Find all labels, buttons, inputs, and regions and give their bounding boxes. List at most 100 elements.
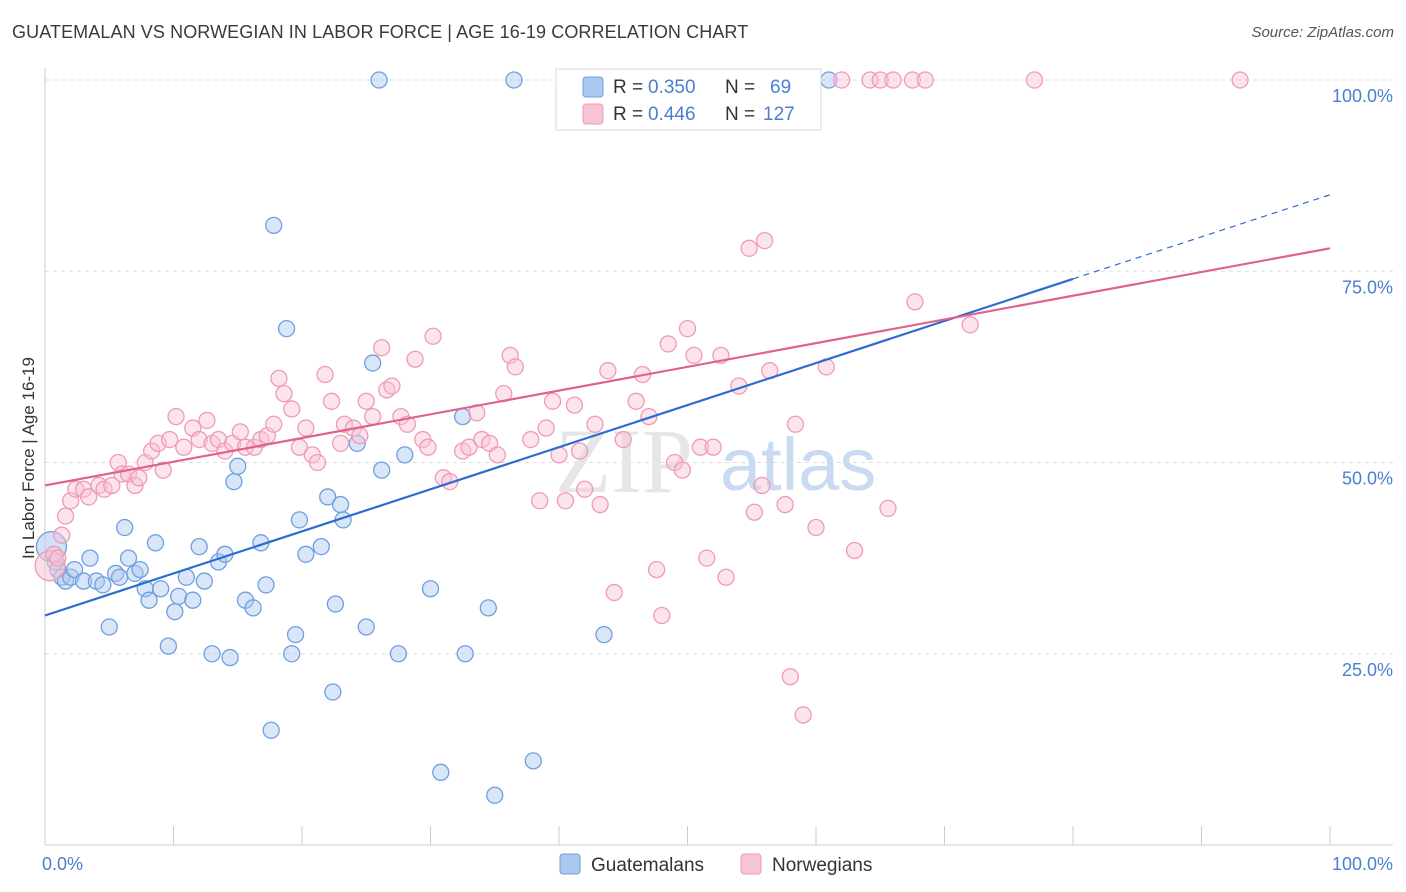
- norwegians-point: [154, 461, 172, 479]
- guatemalans-point: [74, 572, 93, 590]
- norwegians-point: [460, 438, 478, 456]
- norwegians-point: [167, 407, 185, 426]
- guatemalans-point: [453, 407, 472, 426]
- norwegian-n-value: 127: [763, 104, 795, 125]
- norwegians-point: [794, 706, 812, 724]
- legend-norwegians-label: Norwegians: [772, 855, 872, 876]
- guatemalans-point: [396, 446, 414, 464]
- series-legend: Guatemalans Norwegians: [559, 853, 872, 876]
- guatemalans-point: [221, 648, 239, 667]
- guatemalans-point: [486, 786, 504, 804]
- guatemalans-point: [364, 354, 382, 372]
- norwegians-point: [406, 350, 424, 368]
- norwegians-point: [776, 495, 794, 514]
- gridlines: [45, 79, 1393, 655]
- stats-legend: R = 0.350 N = 69 R = 0.446 N = 127: [555, 68, 822, 131]
- guatemalans-point: [297, 545, 315, 563]
- norwegians-point: [591, 495, 609, 514]
- norwegians-point: [685, 346, 703, 365]
- guatemalans-trend-line: [44, 277, 1074, 617]
- guatemalans-point: [159, 637, 178, 655]
- guatemalans-point: [116, 518, 134, 537]
- data-points: [34, 71, 1249, 804]
- guatemalans-point: [319, 488, 337, 506]
- norwegians-point: [576, 480, 594, 498]
- legend-guatemalans-swatch: [559, 853, 581, 875]
- norwegians-point: [231, 423, 249, 441]
- norwegians-point: [357, 392, 375, 410]
- norwegians-point: [190, 430, 208, 449]
- guatemalans-point: [479, 599, 497, 617]
- tick-labels: 25.0% 50.0% 75.0% 100.0% 0.0% 100.0%: [42, 86, 1393, 874]
- guatemalans-point: [312, 538, 330, 556]
- guatemalan-n-value: 69: [770, 77, 791, 98]
- norwegians-point: [565, 396, 584, 414]
- norwegians-point: [599, 362, 617, 380]
- norwegians-point: [678, 319, 697, 338]
- trend-lines: [44, 194, 1331, 617]
- norwegians-point: [531, 492, 549, 510]
- guatemalans-point: [265, 216, 283, 235]
- guatemalans-point: [81, 549, 99, 567]
- guatemalans-point: [370, 71, 388, 89]
- guatemalans-point: [257, 576, 275, 594]
- guatemalan-r-label: R =: [613, 77, 643, 98]
- norwegians-point: [53, 526, 71, 544]
- norwegians-point: [537, 419, 555, 437]
- guatemalans-point: [195, 572, 213, 590]
- norwegians-point: [506, 358, 524, 376]
- source-label: Source: ZipAtlas.com: [1251, 24, 1394, 41]
- guatemalans-point: [505, 71, 523, 89]
- y-axis-label: In Labor Force | Age 16-19: [19, 357, 38, 559]
- guatemalans-point: [203, 645, 221, 663]
- watermark: ZIP atlas: [555, 410, 876, 512]
- norwegians-point: [717, 568, 735, 586]
- watermark-atlas: atlas: [720, 423, 876, 506]
- norwegians-point: [745, 503, 763, 521]
- norwegians-point: [653, 606, 671, 625]
- guatemalans-point: [169, 587, 188, 606]
- chart-title: GUATEMALAN VS NORWEGIAN IN LABOR FORCE |…: [12, 22, 749, 42]
- norwegians-point: [160, 430, 179, 449]
- guatemalans-point: [184, 591, 202, 609]
- guatemalans-point: [100, 618, 118, 636]
- norwegians-point: [614, 430, 632, 449]
- norwegians-point: [740, 239, 758, 257]
- norwegians-point: [871, 71, 889, 89]
- legend-norwegians-swatch: [740, 853, 762, 875]
- guatemalans-point: [524, 752, 542, 770]
- norwegians-point: [488, 446, 506, 464]
- norwegians-point: [879, 499, 897, 518]
- norwegian-swatch: [582, 103, 604, 125]
- y-tick-label-100: 100.0%: [1332, 86, 1393, 106]
- guatemalans-point: [65, 560, 84, 579]
- guatemalans-point: [190, 538, 208, 556]
- norwegians-point: [704, 438, 722, 456]
- guatemalans-point: [373, 461, 391, 479]
- guatemalans-point: [432, 763, 450, 781]
- guatemalans-point: [290, 511, 309, 529]
- guatemalans-point: [140, 591, 158, 609]
- norwegians-point: [1231, 71, 1249, 89]
- norwegians-point: [807, 518, 825, 537]
- norwegians-point: [961, 316, 979, 334]
- norwegians-point: [570, 442, 589, 460]
- guatemalans-point: [225, 472, 243, 491]
- norwegians-point: [691, 438, 709, 456]
- norwegians-point: [781, 668, 799, 686]
- norwegians-point: [698, 549, 716, 567]
- norwegians-point: [283, 400, 301, 418]
- norwegians-point: [270, 369, 288, 388]
- guatemalans-point: [146, 534, 165, 552]
- norwegians-point: [275, 384, 293, 403]
- norwegians-point: [556, 492, 575, 510]
- norwegians-point: [543, 392, 562, 410]
- axes: [44, 68, 1393, 846]
- norwegians-point: [755, 231, 774, 250]
- guatemalans-point: [389, 645, 408, 663]
- guatemalans-point: [262, 721, 280, 739]
- guatemalans-point: [595, 625, 613, 644]
- guatemalans-point: [326, 595, 345, 613]
- norwegians-point: [56, 507, 75, 525]
